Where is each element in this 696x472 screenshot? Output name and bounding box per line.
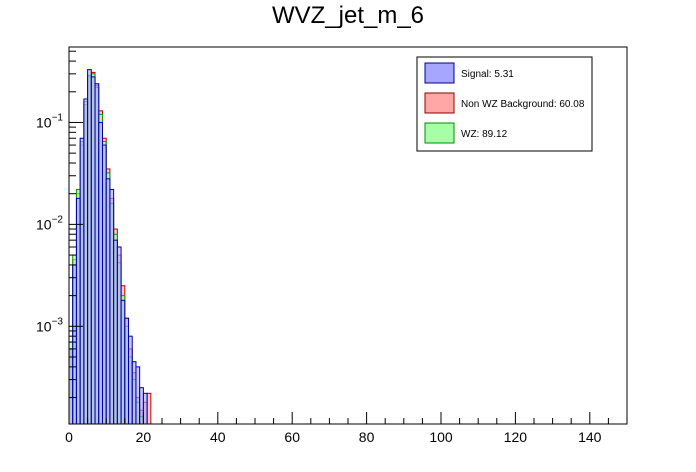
- legend: Signal: 5.31 Non WZ Background: 60.08 WZ: …: [416, 56, 593, 152]
- y-tick-label-1: 10−2: [36, 214, 63, 232]
- bar-signal-20: [142, 392, 148, 425]
- bar-signal-12: [113, 239, 118, 425]
- y-tick-label-2: 10−1: [36, 112, 63, 130]
- bar-signal-14: [120, 299, 126, 425]
- x-tick-label-20: 20: [136, 429, 152, 445]
- legend-label-0: Signal: 5.31: [461, 69, 514, 80]
- bar-signal-4: [83, 98, 89, 425]
- bar-signal-2: [75, 197, 81, 425]
- x-tick-label-40: 40: [210, 429, 226, 445]
- bar-signal-11: [109, 188, 115, 425]
- x-tick-label-60: 60: [284, 429, 300, 445]
- x-tick-label-120: 120: [504, 429, 528, 445]
- bar-non-wz-background-21: [146, 392, 152, 425]
- bar-signal-10: [105, 178, 111, 425]
- bar-signal-8: [98, 121, 103, 425]
- x-tick-label-80: 80: [359, 429, 375, 445]
- bar-signal-18: [135, 366, 141, 425]
- y-tick-label-0: 10−3: [36, 316, 63, 334]
- bar-signal-7: [94, 83, 100, 425]
- bar-signal-19: [139, 387, 144, 425]
- axes: 0 20 40 60 80 100 120 140 10−3 10−2 10−1: [36, 50, 628, 445]
- legend-label-1: Non WZ Background: 60.08: [461, 99, 585, 110]
- bar-signal-6: [90, 76, 96, 425]
- bar-signal-1: [72, 264, 77, 425]
- bar-signal-13: [116, 246, 122, 425]
- chart-title: WVZ_jet_m_6: [272, 2, 424, 29]
- legend-swatch-0: [424, 62, 455, 84]
- bar-signal-17: [131, 361, 137, 425]
- bar-signal-16: [128, 335, 133, 425]
- bar-signal-9: [101, 144, 107, 425]
- legend-swatch-1: [424, 92, 455, 114]
- x-tick-label-0: 0: [65, 429, 73, 445]
- series-signal: [68, 69, 148, 425]
- legend-swatch-2: [424, 122, 455, 144]
- legend-label-2: WZ: 89.12: [461, 129, 508, 140]
- bar-signal-0: [68, 348, 74, 425]
- x-tick-label-100: 100: [429, 429, 453, 445]
- bar-signal-3: [79, 137, 85, 425]
- bar-signal-5: [87, 69, 92, 425]
- histogram-bars: [68, 69, 152, 425]
- bar-signal-15: [124, 317, 130, 425]
- x-tick-label-140: 140: [578, 429, 602, 445]
